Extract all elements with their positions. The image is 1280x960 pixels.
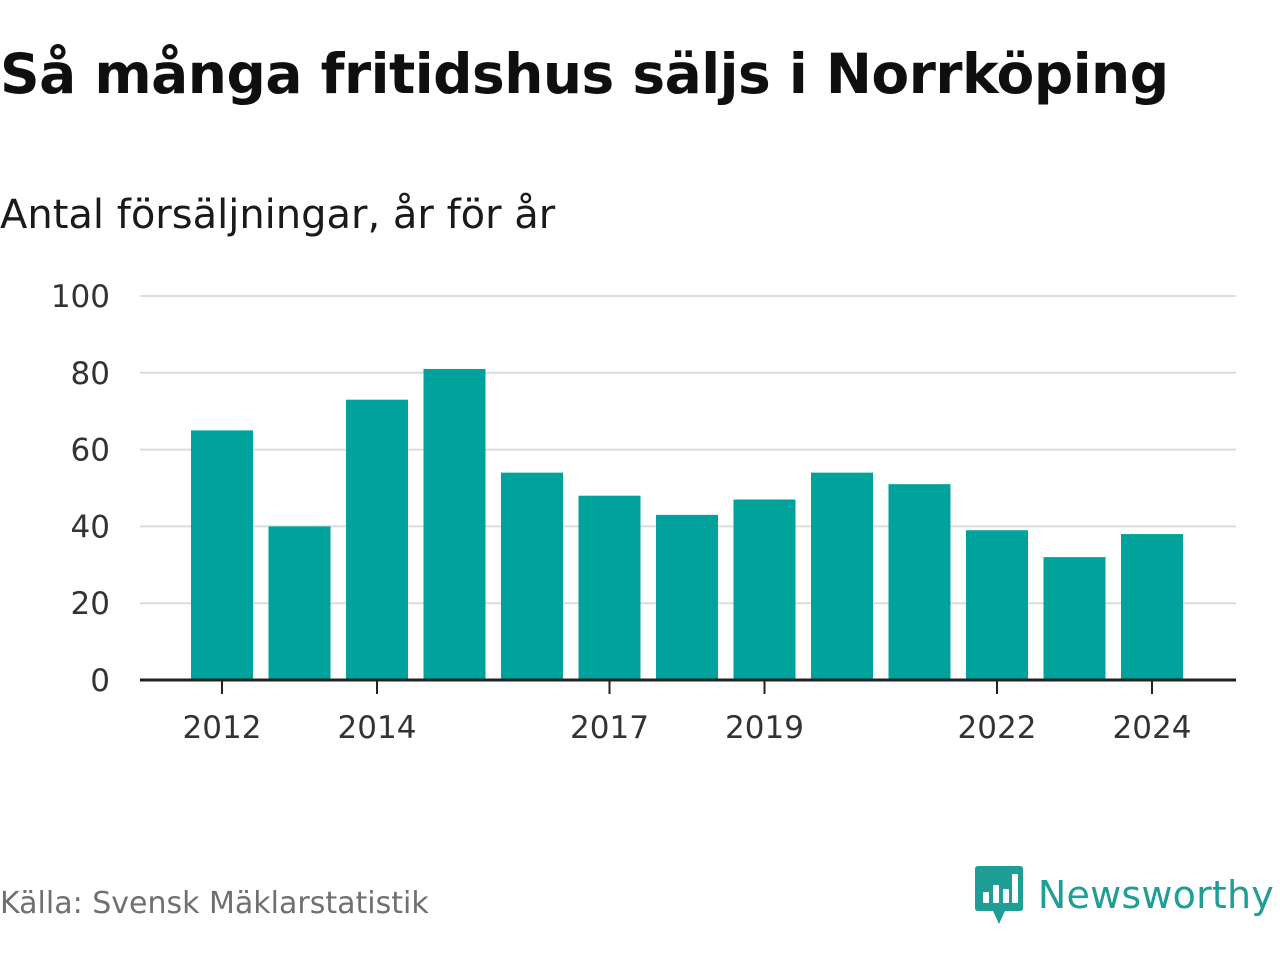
bar-2013: [268, 526, 331, 680]
y-tick-label: 60: [71, 433, 110, 469]
y-tick-label: 80: [71, 356, 110, 392]
chart-title: Så många fritidshus säljs i Norrköping: [0, 42, 1169, 106]
y-tick-label: 40: [71, 509, 110, 545]
source-note: Källa: Svensk Mäklarstatistik: [0, 886, 429, 921]
bars: [191, 368, 1183, 680]
x-tick-label: 2017: [570, 710, 649, 746]
brand-name: Newsworthy: [1037, 873, 1274, 917]
x-tick-label: 2014: [338, 710, 417, 746]
y-tick-label: 100: [51, 279, 110, 315]
x-tick-label: 2012: [183, 710, 262, 746]
y-tick-label: 0: [90, 663, 110, 699]
brand-logo: Newsworthy: [974, 864, 1274, 926]
bar-2018: [656, 514, 718, 680]
x-tick-labels: 2012 2014 2017 2019 2022 2024: [183, 710, 1192, 746]
bar-2023: [1043, 557, 1106, 680]
bar-2022: [966, 530, 1028, 680]
bar-chart: 0 20 40 60 80 100 2012 2014 2017 2019 2022 2024: [51, 279, 1236, 746]
x-tick-label: 2022: [958, 710, 1037, 746]
y-tick-label: 20: [71, 586, 110, 622]
newsworthy-logo-icon: [974, 866, 1023, 924]
bar-2012: [191, 430, 253, 680]
bar-2014: [346, 399, 408, 680]
x-axis: [140, 678, 1236, 694]
chart-subtitle: Antal försäljningar, år för år: [0, 192, 556, 238]
bar-2019: [733, 499, 796, 680]
x-tick-label: 2019: [725, 710, 804, 746]
bar-2017: [578, 495, 641, 680]
bar-2016: [501, 472, 563, 680]
x-tick-label: 2024: [1113, 710, 1192, 746]
bar-2015: [423, 368, 486, 680]
y-tick-labels: 0 20 40 60 80 100: [51, 279, 110, 699]
bar-2020: [811, 472, 873, 680]
bar-2024: [1121, 534, 1183, 680]
bar-2021: [888, 484, 951, 680]
